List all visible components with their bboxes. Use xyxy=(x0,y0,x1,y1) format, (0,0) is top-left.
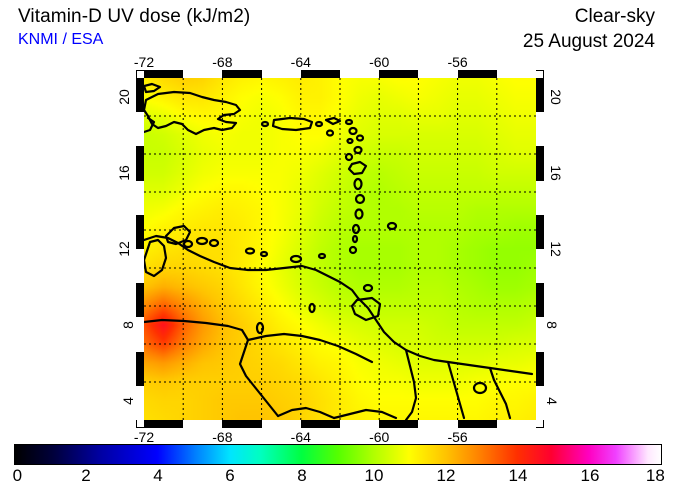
map-plot-area xyxy=(144,78,536,420)
date-label: 25 August 2024 xyxy=(522,31,655,52)
lat-tick-left-2: 12 xyxy=(116,241,133,257)
axis-ticks-right xyxy=(536,78,544,420)
lat-tick-left-3: 8 xyxy=(120,321,137,329)
lon-tick-bottom-3: -60 xyxy=(369,429,390,445)
lon-tick-bottom-0: -72 xyxy=(133,429,155,445)
lon-tick-top-4: -56 xyxy=(447,54,468,70)
lat-tick-left-1: 16 xyxy=(116,165,133,181)
colorbar-tick-8: 16 xyxy=(580,466,600,485)
lat-tick-right-3: 8 xyxy=(543,321,560,329)
page-title: Vitamin-D UV dose (kJ/m2) xyxy=(18,6,251,27)
colorbar-tick-2: 4 xyxy=(153,466,163,485)
colorbar-tick-7: 14 xyxy=(508,466,528,485)
axis-ticks-left xyxy=(136,78,144,420)
lat-tick-left-0: 20 xyxy=(116,89,133,105)
lon-tick-top-1: -68 xyxy=(212,54,233,70)
lat-tick-right-2: 12 xyxy=(547,241,564,257)
lat-tick-right-1: 16 xyxy=(547,165,564,181)
lat-tick-right-0: 20 xyxy=(547,89,564,105)
colorbar-tick-4: 8 xyxy=(297,466,307,485)
lat-tick-right-4: 4 xyxy=(543,397,560,405)
lon-tick-bottom-1: -68 xyxy=(212,429,233,445)
axis-ticks-top xyxy=(144,70,536,78)
colorbar-tick-1: 2 xyxy=(81,466,91,485)
sky-condition-label: Clear-sky xyxy=(574,6,655,27)
colorbar-tick-9: 18 xyxy=(645,466,665,485)
colorbar xyxy=(14,444,662,465)
colorbar-tick-0: 0 xyxy=(12,466,23,485)
colorbar-tick-6: 12 xyxy=(436,466,456,485)
source-credit: KNMI / ESA xyxy=(18,31,104,48)
colorbar-tick-3: 6 xyxy=(225,466,235,485)
lon-tick-bottom-2: -64 xyxy=(290,429,311,445)
colorbar-gradient xyxy=(14,444,662,465)
lon-tick-top-3: -60 xyxy=(369,54,390,70)
lon-tick-top-0: -72 xyxy=(133,54,155,70)
lon-tick-bottom-4: -56 xyxy=(447,429,468,445)
uv-dose-heatmap xyxy=(144,78,536,420)
colorbar-tick-5: 10 xyxy=(364,466,384,485)
lat-tick-left-4: 4 xyxy=(120,397,137,405)
lon-tick-top-2: -64 xyxy=(290,54,311,70)
axis-ticks-bottom xyxy=(144,420,536,428)
